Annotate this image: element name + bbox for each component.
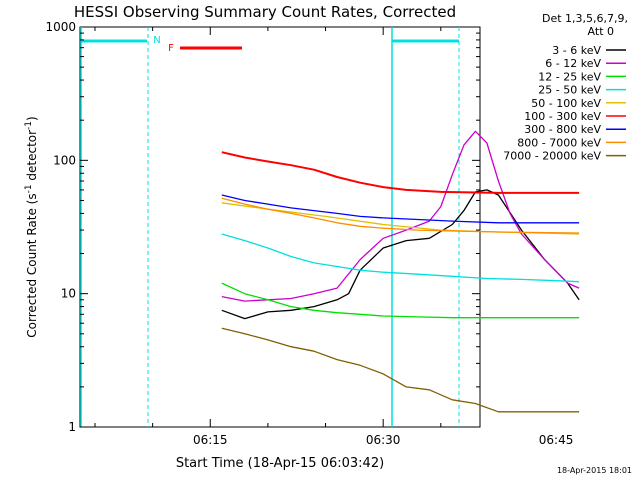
series-300-800-kev <box>221 194 580 224</box>
legend-label: 800 - 7000 keV <box>517 136 601 149</box>
series-12-25-kev <box>221 282 580 319</box>
annotation-n: N <box>153 35 160 46</box>
plot-frame <box>79 26 481 428</box>
legend-label: 3 - 6 keV <box>552 44 601 57</box>
legend-label: 100 - 300 keV <box>524 110 601 123</box>
legend-label: 300 - 800 keV <box>524 123 601 136</box>
series-3-6-kev <box>221 189 580 320</box>
timestamp: 18-Apr-2015 18:01 <box>557 466 632 475</box>
x-tick-label: 06:30 <box>366 433 401 447</box>
x-tick-label: 06:15 <box>193 433 228 447</box>
legend-header-line-2: Att 0 <box>588 25 614 38</box>
series-100-300-kev <box>221 151 580 194</box>
annotation-f: F <box>168 43 174 54</box>
observing-intervals <box>80 27 460 427</box>
y-tick-label: 1000 <box>45 20 76 34</box>
legend-label: 50 - 100 keV <box>531 97 601 110</box>
series-6-12-kev <box>221 130 580 302</box>
y-tick-label: 1 <box>68 420 76 434</box>
y-axis-label: Corrected Count Rate (s-1 detector-1) <box>24 116 39 337</box>
y-tick-label: 10 <box>61 287 76 301</box>
y-tick-label: 100 <box>53 153 76 167</box>
legend-label: 12 - 25 keV <box>538 70 601 83</box>
series-7000-20000-kev <box>221 327 580 413</box>
legend-label: 6 - 12 keV <box>545 57 601 70</box>
chart-title: HESSI Observing Summary Count Rates, Cor… <box>74 3 456 21</box>
x-axis-label: Start Time (18-Apr-15 06:03:42) <box>176 456 384 471</box>
series-800-7000-kev <box>221 197 580 234</box>
legend-label: 7000 - 20000 keV <box>503 150 601 163</box>
series-layer <box>221 130 580 413</box>
series-25-50-kev <box>221 233 580 283</box>
legend-label: 25 - 50 keV <box>538 84 601 97</box>
x-tick-label: 06:45 <box>539 433 574 447</box>
legend-header-line-1: Det 1,3,5,6,7,9, <box>542 12 628 25</box>
